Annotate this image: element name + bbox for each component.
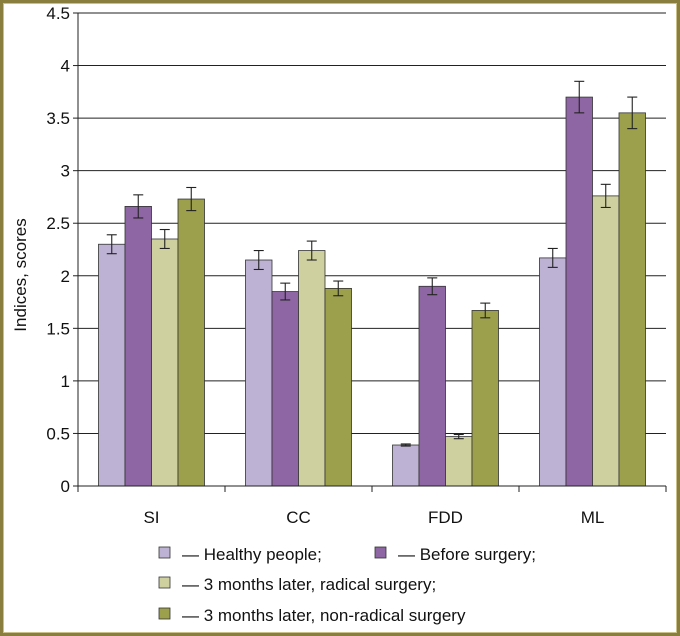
legend-item-1: — Healthy people;	[158, 545, 322, 564]
bar-fdd-series-3	[445, 436, 473, 487]
legend-item-3: — 3 months later, radical surgery;	[158, 575, 436, 594]
legend-item-2: — Before surgery;	[374, 545, 536, 564]
bar-si-series-3	[151, 238, 179, 487]
y-axis-label: Indices, scores	[11, 218, 30, 331]
legend-label: — 3 months later, non-radical surgery	[182, 606, 466, 625]
y-tick-label: 4	[61, 57, 70, 76]
legend-swatch	[158, 576, 171, 589]
bar-cc-series-1	[245, 259, 273, 487]
bar-ml-series-4	[618, 112, 646, 487]
y-tick-label: 2.5	[46, 214, 70, 233]
bar-ml-series-3	[592, 195, 620, 487]
legend-label: — Before surgery;	[398, 545, 536, 564]
y-tick-label: 0.5	[46, 424, 70, 443]
bar-si-series-1	[98, 243, 126, 487]
legend-label: — 3 months later, radical surgery;	[182, 575, 436, 594]
legend-swatch	[158, 607, 171, 620]
y-tick-label: 0	[61, 477, 70, 496]
legend-item-4: — 3 months later, non-radical surgery	[158, 606, 466, 625]
bar-si-series-2	[124, 206, 152, 487]
bar-cc-series-4	[324, 287, 352, 487]
bar-cc-series-3	[298, 250, 326, 487]
x-tick-label-si: SI	[143, 508, 159, 527]
legend-label: — Healthy people;	[182, 545, 322, 564]
x-tick-label-fdd: FDD	[428, 508, 463, 527]
legend-swatch	[158, 546, 171, 559]
bar-cc-series-2	[271, 291, 299, 487]
bar-ml-series-1	[539, 257, 567, 487]
x-tick-label-ml: ML	[581, 508, 605, 527]
bar-fdd-series-4	[471, 310, 499, 487]
legend-swatch	[374, 546, 387, 559]
y-tick-label: 2	[61, 267, 70, 286]
bar-si-series-4	[177, 198, 205, 487]
y-tick-label: 4.5	[46, 4, 70, 23]
y-tick-label: 3.5	[46, 109, 70, 128]
y-tick-label: 1	[61, 372, 70, 391]
y-tick-label: 3	[61, 162, 70, 181]
y-tick-label: 1.5	[46, 319, 70, 338]
bar-fdd-series-2	[418, 285, 446, 487]
bar-fdd-series-1	[392, 444, 420, 487]
x-tick-label-cc: CC	[286, 508, 311, 527]
bar-ml-series-2	[565, 96, 593, 487]
